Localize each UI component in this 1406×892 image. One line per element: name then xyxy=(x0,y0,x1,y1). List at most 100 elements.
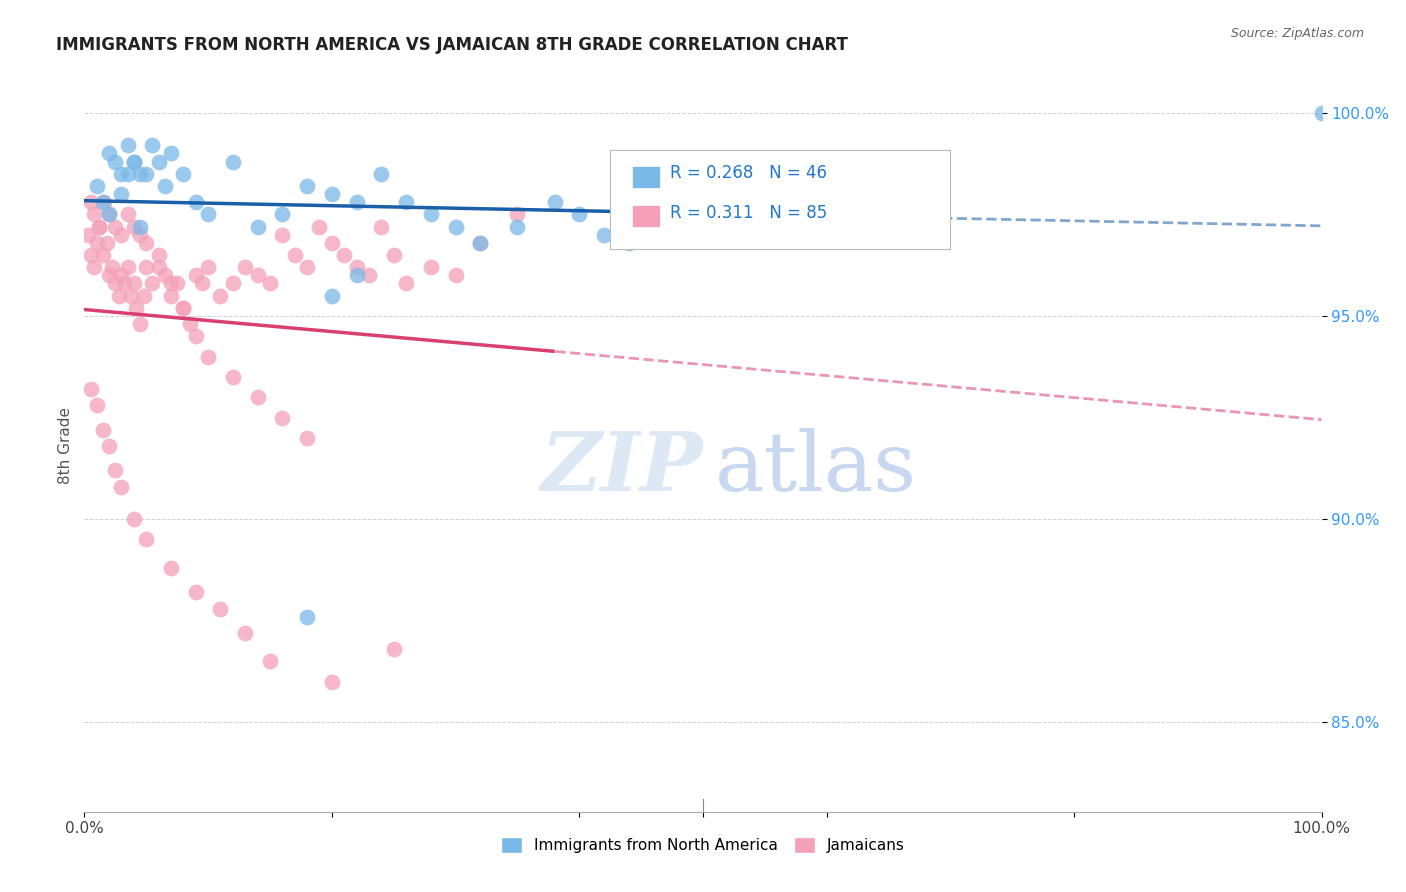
Point xyxy=(117,260,139,275)
FancyBboxPatch shape xyxy=(610,150,950,249)
Point xyxy=(184,268,207,283)
Point xyxy=(444,268,467,283)
Point xyxy=(395,195,418,210)
Point xyxy=(166,277,188,291)
Point xyxy=(104,154,127,169)
Point xyxy=(79,195,101,210)
Point xyxy=(370,219,392,234)
Point xyxy=(86,235,108,250)
Point xyxy=(233,260,256,275)
Point xyxy=(222,370,245,384)
Point xyxy=(259,277,281,291)
Text: R = 0.268   N = 46: R = 0.268 N = 46 xyxy=(669,164,827,182)
Point xyxy=(122,277,145,291)
Point xyxy=(321,288,343,302)
FancyBboxPatch shape xyxy=(633,166,659,188)
Point xyxy=(222,277,245,291)
Point xyxy=(333,248,356,262)
Point xyxy=(295,260,318,275)
Point xyxy=(100,260,122,275)
Text: R = 0.311   N = 85: R = 0.311 N = 85 xyxy=(669,203,827,222)
Point xyxy=(160,561,183,575)
Point xyxy=(160,146,183,161)
Point xyxy=(246,268,269,283)
Point xyxy=(184,329,207,343)
Point xyxy=(98,439,121,453)
Point xyxy=(98,207,121,221)
Point xyxy=(1310,105,1333,120)
Point xyxy=(98,146,121,161)
Point xyxy=(160,288,183,302)
Point xyxy=(470,235,492,250)
Point xyxy=(122,154,145,169)
Point xyxy=(86,178,108,193)
Point xyxy=(184,585,207,599)
Point xyxy=(877,195,900,210)
Point xyxy=(112,277,135,291)
Point xyxy=(135,260,157,275)
Point xyxy=(77,227,100,242)
Point xyxy=(815,219,838,234)
Point xyxy=(141,138,163,153)
Point xyxy=(643,219,665,234)
Text: Source: ZipAtlas.com: Source: ZipAtlas.com xyxy=(1230,27,1364,40)
Legend: Immigrants from North America, Jamaicans: Immigrants from North America, Jamaicans xyxy=(495,830,911,859)
Point xyxy=(110,227,132,242)
Point xyxy=(395,277,418,291)
Point xyxy=(295,609,318,624)
Text: IMMIGRANTS FROM NORTH AMERICA VS JAMAICAN 8TH GRADE CORRELATION CHART: IMMIGRANTS FROM NORTH AMERICA VS JAMAICA… xyxy=(56,36,848,54)
Point xyxy=(160,277,183,291)
Point xyxy=(98,207,121,221)
Point xyxy=(104,219,127,234)
Point xyxy=(172,167,194,181)
Point xyxy=(271,227,294,242)
Point xyxy=(246,219,269,234)
Point xyxy=(83,207,105,221)
Point xyxy=(91,423,114,437)
Point xyxy=(125,301,148,315)
Point xyxy=(129,167,152,181)
Point xyxy=(117,207,139,221)
Point xyxy=(617,235,640,250)
Point xyxy=(259,654,281,668)
Point xyxy=(141,277,163,291)
Point xyxy=(543,195,565,210)
Point xyxy=(148,154,170,169)
Point xyxy=(506,207,529,221)
Point xyxy=(83,260,105,275)
Point xyxy=(184,195,207,210)
Point xyxy=(321,235,343,250)
Point xyxy=(148,248,170,262)
Point xyxy=(370,167,392,181)
Point xyxy=(129,317,152,331)
Point xyxy=(110,187,132,202)
Point xyxy=(754,207,776,221)
Point xyxy=(104,277,127,291)
Point xyxy=(233,626,256,640)
Point xyxy=(308,219,330,234)
Point xyxy=(110,268,132,283)
FancyBboxPatch shape xyxy=(633,205,659,227)
Point xyxy=(209,601,232,615)
Point xyxy=(179,317,201,331)
Point xyxy=(89,219,111,234)
Point xyxy=(506,219,529,234)
Point xyxy=(271,207,294,221)
Point xyxy=(129,219,152,234)
Point xyxy=(132,288,155,302)
Point xyxy=(568,207,591,221)
Y-axis label: 8th Grade: 8th Grade xyxy=(58,408,73,484)
Point xyxy=(117,167,139,181)
Point xyxy=(104,463,127,477)
Point xyxy=(197,260,219,275)
Point xyxy=(135,235,157,250)
Point xyxy=(382,248,405,262)
Point xyxy=(197,207,219,221)
Point xyxy=(382,642,405,657)
Point xyxy=(93,195,115,210)
Point xyxy=(153,178,176,193)
Point xyxy=(357,268,380,283)
Point xyxy=(222,154,245,169)
Point xyxy=(153,268,176,283)
Point xyxy=(79,382,101,396)
